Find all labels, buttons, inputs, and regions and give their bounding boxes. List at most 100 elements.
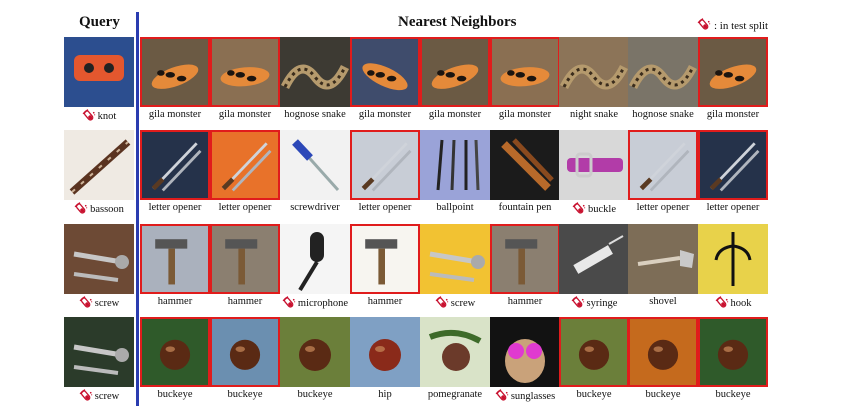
thumbnail-image: [140, 317, 210, 387]
thumbnail-label-row: hognose snake: [270, 109, 360, 120]
neighbor-image: hip: [350, 317, 420, 400]
thumbnail-label-row: letter opener: [618, 202, 708, 213]
thumbnail-label-row: hognose snake: [618, 109, 708, 120]
thumbnail-image: [64, 130, 134, 200]
thumbnail-label-row: hammer: [130, 296, 220, 307]
thumbnail-label-row: buckeye: [270, 389, 360, 400]
thumbnail-image: [628, 317, 698, 387]
thumbnail-image: [280, 224, 350, 294]
thumbnail-label-row: letter opener: [340, 202, 430, 213]
thumbnail-image: [210, 37, 280, 107]
neighbor-image: hook: [698, 224, 768, 309]
thumbnail-image: [210, 224, 280, 294]
class-label: bassoon: [90, 204, 124, 215]
column-divider: [136, 12, 139, 406]
neighbor-image: buckle: [559, 130, 629, 215]
class-label: buckeye: [715, 389, 751, 400]
thumbnail-label-row: hook: [688, 296, 778, 311]
neighbor-image: gila monster: [490, 37, 560, 120]
thumbnail-label-row: buckeye: [130, 389, 220, 400]
class-label: buckeye: [645, 389, 681, 400]
thumbnail-label-row: buckeye: [200, 389, 290, 400]
thumbnail-image: [559, 317, 629, 387]
class-label: hook: [730, 298, 752, 309]
neighbor-image: buckeye: [698, 317, 768, 400]
thumbnail-label-row: buckeye: [618, 389, 708, 400]
class-label: hammer: [367, 296, 403, 307]
neighbor-image: letter opener: [350, 130, 420, 213]
class-label: hammer: [157, 296, 193, 307]
thumbnail-label-row: microphone: [270, 296, 360, 311]
neighbor-image: buckeye: [628, 317, 698, 400]
thumbnail-image: [210, 130, 280, 200]
thumbnail-label-row: screwdriver: [270, 202, 360, 213]
thumbnail-label-row: hammer: [340, 296, 430, 307]
thumbnail-label-row: gila monster: [200, 109, 290, 120]
thumbnail-label-row: pomegranate: [410, 389, 500, 400]
class-label: microphone: [297, 298, 349, 309]
thumbnail-label-row: sunglasses: [480, 389, 570, 404]
thumbnail-image: [559, 224, 629, 294]
thumbnail-image: [420, 224, 490, 294]
thumbnail-image: [140, 130, 210, 200]
test-tube-icon: [79, 296, 94, 311]
thumbnail-label-row: gila monster: [340, 109, 430, 120]
thumbnail-label-row: fountain pen: [480, 202, 570, 213]
thumbnail-image: [490, 317, 560, 387]
query-image: knot: [64, 37, 134, 122]
neighbor-image: night snake: [559, 37, 629, 120]
thumbnail-image: [350, 37, 420, 107]
thumbnail-label-row: screw: [54, 296, 144, 311]
thumbnail-label-row: ballpoint: [410, 202, 500, 213]
thumbnail-image: [350, 317, 420, 387]
thumbnail-image: [280, 130, 350, 200]
class-label: gila monster: [498, 109, 552, 120]
class-label: gila monster: [358, 109, 412, 120]
neighbor-image: gila monster: [350, 37, 420, 120]
class-label: letter opener: [148, 202, 202, 213]
class-label: gila monster: [428, 109, 482, 120]
neighbor-image: buckeye: [140, 317, 210, 400]
thumbnail-image: [698, 317, 768, 387]
thumbnail-label-row: buckle: [549, 202, 639, 217]
class-label: buckeye: [227, 389, 263, 400]
thumbnail-label-row: gila monster: [410, 109, 500, 120]
test-tube-icon: [495, 389, 510, 404]
class-label: letter opener: [218, 202, 272, 213]
thumbnail-image: [559, 130, 629, 200]
neighbor-image: hammer: [350, 224, 420, 307]
class-label: hognose snake: [284, 109, 346, 120]
thumbnail-image: [64, 224, 134, 294]
class-label: gila monster: [218, 109, 272, 120]
query-image: bassoon: [64, 130, 134, 215]
thumbnail-image: [490, 224, 560, 294]
neighbors-column-title: Nearest Neighbors: [398, 14, 517, 30]
test-tube-icon: [715, 296, 730, 311]
thumbnail-label-row: screw: [410, 296, 500, 311]
thumbnail-label-row: gila monster: [130, 109, 220, 120]
class-label: gila monster: [148, 109, 202, 120]
thumbnail-label-row: hip: [340, 389, 430, 400]
class-label: shovel: [649, 296, 677, 307]
neighbor-image: ballpoint: [420, 130, 490, 213]
test-tube-icon: [82, 109, 97, 124]
class-label: pomegranate: [427, 389, 483, 400]
neighbor-image: buckeye: [559, 317, 629, 400]
class-label: buckeye: [297, 389, 333, 400]
class-label: knot: [97, 111, 117, 122]
thumbnail-image: [628, 224, 698, 294]
thumbnail-image: [350, 130, 420, 200]
thumbnail-image: [140, 224, 210, 294]
neighbor-image: buckeye: [280, 317, 350, 400]
thumbnail-label-row: letter opener: [130, 202, 220, 213]
test-tube-icon: [697, 18, 712, 33]
class-label: hammer: [227, 296, 263, 307]
neighbor-image: pomegranate: [420, 317, 490, 400]
class-label: night snake: [569, 109, 619, 120]
class-label: screw: [94, 298, 120, 309]
thumbnail-image: [350, 224, 420, 294]
neighbor-image: hammer: [490, 224, 560, 307]
thumbnail-image: [490, 37, 560, 107]
neighbor-image: letter opener: [210, 130, 280, 213]
neighbor-image: gila monster: [420, 37, 490, 120]
